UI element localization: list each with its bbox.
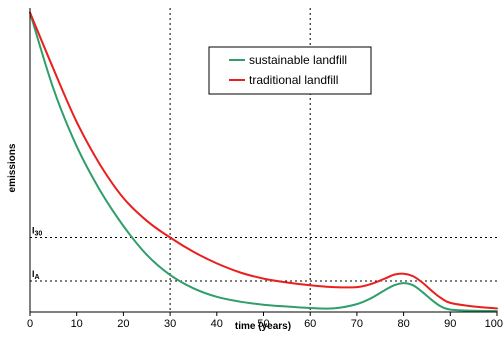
- x-tick-label-40: 40: [211, 318, 223, 330]
- x-tick-label-10: 10: [71, 318, 83, 330]
- level-label-a: IA: [32, 269, 40, 281]
- series-line-traditional-landfill: [29, 11, 498, 310]
- legend-label-sustainable: sustainable landfill: [249, 53, 347, 67]
- legend-box: [208, 46, 372, 95]
- series-layer: [29, 11, 498, 313]
- x-tick-label-90: 90: [444, 318, 456, 330]
- x-tick-label-100: 100: [485, 318, 503, 330]
- x-tick-label-70: 70: [351, 318, 363, 330]
- x-axis-title: time (years): [235, 321, 291, 332]
- x-tick-label-50: 50: [257, 318, 269, 330]
- legend-label-traditional: traditional landfill: [249, 73, 338, 87]
- x-tick-label-60: 60: [304, 318, 316, 330]
- x-tick-label-0: 0: [27, 318, 33, 330]
- x-tick-label-80: 80: [397, 318, 409, 330]
- level-label-30: I30: [32, 226, 42, 238]
- legend: sustainable landfill traditional landfil…: [208, 46, 372, 95]
- x-tick-label-20: 20: [117, 318, 129, 330]
- series-line-sustainable-landfill: [29, 11, 498, 313]
- x-tick-label-30: 30: [164, 318, 176, 330]
- level-label-layer: I30 IA: [32, 226, 42, 281]
- y-axis-title: emissions: [7, 143, 18, 192]
- x-tick-layer: 0 10 20 30 40 50 60 70 80 90 100: [27, 312, 503, 330]
